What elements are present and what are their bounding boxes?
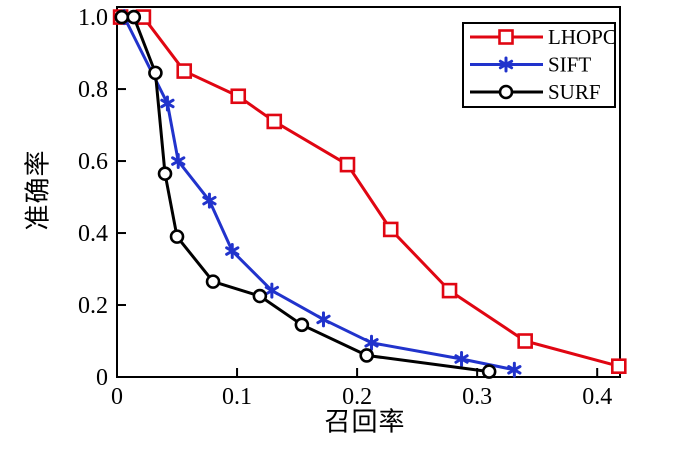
y-tick-label: 0.8 [78, 77, 108, 103]
asterisk-marker-icon [507, 365, 522, 375]
y-tick-label: 0.4 [78, 221, 108, 247]
circle-marker-icon [498, 84, 514, 100]
circle-marker-icon [481, 364, 497, 379]
asterisk-marker-icon [202, 195, 217, 206]
circle-marker-icon [114, 9, 130, 25]
legend-label: SIFT [548, 53, 591, 77]
circle-marker-icon [205, 274, 221, 289]
square-marker-icon [517, 333, 533, 349]
series-line [122, 16, 515, 372]
circle-marker-icon [157, 166, 173, 181]
circle-marker-icon [359, 348, 374, 363]
asterisk-marker-icon [160, 98, 175, 109]
circle-marker-icon [148, 65, 163, 81]
square-marker-icon [266, 113, 283, 130]
axes-ticks: 0 0.1 0.2 0.3 0.4 0 0.2 0.4 0.6 0.8 1.0 [78, 5, 612, 410]
plot-frame [116, 6, 621, 378]
asterisk-marker-icon [316, 314, 331, 325]
legend-entry-surf: SURF [470, 80, 601, 104]
legend-label: SURF [548, 80, 601, 104]
asterisk-marker-icon [264, 285, 279, 296]
legend-entry-sift: SIFT [470, 53, 591, 77]
square-marker-icon [176, 63, 193, 79]
circle-marker-icon [169, 229, 185, 244]
asterisk-marker-icon [498, 59, 514, 70]
asterisk-marker-icon [171, 156, 186, 166]
square-marker-icon [498, 29, 514, 45]
asterisk-marker-icon [225, 246, 240, 256]
circle-marker-icon [252, 288, 268, 304]
legend-label: LHOPC [548, 25, 617, 49]
asterisk-marker-icon [454, 354, 469, 364]
legend: LHOPC SIFT SURF [462, 22, 617, 108]
asterisk-marker-icon [364, 338, 379, 348]
x-tick-label: 0.3 [462, 384, 492, 410]
x-tick-label: 0 [111, 384, 123, 410]
y-tick-label: 1.0 [78, 5, 108, 31]
legend-entry-lhopc: LHOPC [470, 25, 617, 49]
square-marker-icon [610, 358, 627, 375]
circle-marker-icon [126, 9, 142, 25]
x-tick-label: 0.1 [222, 384, 252, 410]
y-axis-label: 准确率 [23, 149, 53, 231]
y-tick-label: 0.2 [78, 293, 108, 319]
y-tick-label: 0 [96, 365, 108, 391]
series-line [120, 15, 620, 368]
x-tick-label: 0.2 [342, 384, 372, 410]
square-marker-icon [382, 221, 399, 238]
x-axis-label: 召回率 [324, 407, 406, 437]
y-tick-label: 0.6 [78, 149, 108, 175]
square-marker-icon [230, 88, 247, 105]
x-tick-label: 0.4 [582, 384, 612, 410]
series-surf [114, 9, 497, 379]
series-line [121, 15, 490, 374]
square-marker-icon [441, 282, 458, 299]
circle-marker-icon [294, 317, 310, 333]
square-marker-icon [339, 156, 356, 173]
